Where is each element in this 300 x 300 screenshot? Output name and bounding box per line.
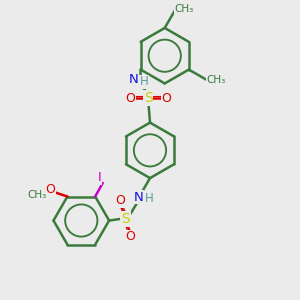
Text: CH₃: CH₃ xyxy=(206,74,226,85)
Text: O: O xyxy=(45,183,55,196)
Text: O: O xyxy=(116,194,125,207)
Text: N: N xyxy=(134,190,143,203)
Text: O: O xyxy=(125,230,135,243)
Text: CH₃: CH₃ xyxy=(175,4,194,14)
Text: CH₃: CH₃ xyxy=(27,190,46,200)
Text: S: S xyxy=(121,212,130,226)
Text: N: N xyxy=(129,73,139,86)
Text: I: I xyxy=(98,171,101,184)
Text: O: O xyxy=(161,92,171,105)
Text: H: H xyxy=(140,75,149,88)
Text: O: O xyxy=(125,92,135,105)
Text: S: S xyxy=(144,91,153,105)
Text: H: H xyxy=(145,193,154,206)
